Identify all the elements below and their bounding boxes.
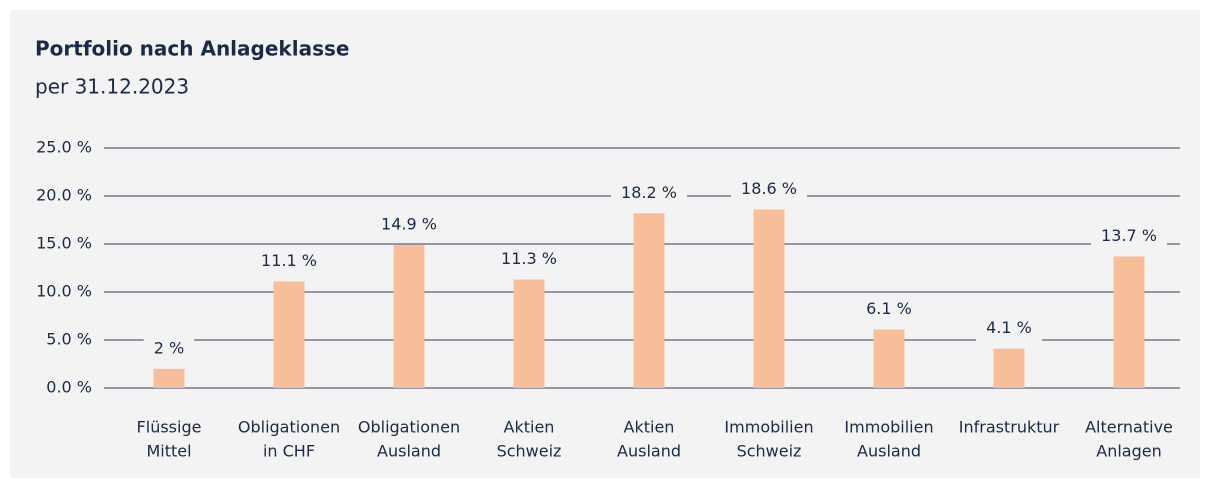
x-tick-label: Aktien: [504, 418, 555, 437]
x-tick-label: Ausland: [857, 442, 921, 461]
bar: [633, 213, 665, 388]
value-label: 18.6 %: [741, 179, 797, 198]
value-label: 2 %: [154, 338, 184, 357]
y-tick-label: 0.0 %: [46, 378, 92, 397]
x-tick-label: Obligationen: [358, 418, 460, 437]
x-tick-label: Alternative: [1085, 418, 1173, 437]
value-label-bg: [611, 181, 687, 206]
bar: [753, 209, 785, 388]
value-label: 11.3 %: [501, 249, 557, 268]
value-label: 14.9 %: [381, 214, 437, 233]
value-label-bg: [251, 249, 327, 274]
x-tick-label: in CHF: [263, 442, 315, 461]
value-label-bg: [856, 297, 922, 322]
x-tick-label: Obligationen: [238, 418, 340, 437]
x-tick-label: Immobilien: [844, 418, 933, 437]
x-tick-label: Schweiz: [737, 442, 802, 461]
bar: [393, 244, 425, 388]
chart-title: Portfolio nach Anlageklasse: [35, 37, 349, 61]
value-label-bg: [731, 177, 807, 202]
bar: [153, 368, 185, 388]
value-label: 6.1 %: [866, 299, 912, 318]
value-label-bg: [491, 247, 567, 272]
x-tick-label: Infrastruktur: [959, 418, 1060, 437]
bar: [873, 329, 905, 388]
bar: [993, 348, 1025, 388]
x-tick-label: Schweiz: [497, 442, 562, 461]
x-tick-label: Anlagen: [1096, 442, 1161, 461]
bar: [513, 279, 545, 388]
value-label-bg: [1091, 224, 1167, 249]
y-tick-label: 20.0 %: [36, 186, 92, 205]
x-tick-label: Immobilien: [724, 418, 813, 437]
y-tick-label: 5.0 %: [46, 330, 92, 349]
value-label-bg: [143, 336, 195, 361]
value-label: 13.7 %: [1101, 226, 1157, 245]
chart-subtitle: per 31.12.2023: [35, 75, 189, 99]
value-label: 4.1 %: [986, 318, 1032, 337]
x-tick-label: Mittel: [146, 442, 191, 461]
value-label-bg: [976, 316, 1042, 341]
value-label: 18.2 %: [621, 183, 677, 202]
x-tick-label: Aktien: [624, 418, 675, 437]
x-tick-label: Flüssige: [137, 418, 202, 437]
value-label-bg: [371, 212, 447, 237]
y-tick-label: 15.0 %: [36, 234, 92, 253]
y-tick-label: 10.0 %: [36, 282, 92, 301]
value-label: 11.1 %: [261, 251, 317, 270]
bar: [273, 281, 305, 388]
x-tick-label: Ausland: [617, 442, 681, 461]
bar: [1113, 256, 1145, 388]
x-tick-label: Ausland: [377, 442, 441, 461]
y-tick-label: 25.0 %: [36, 138, 92, 157]
